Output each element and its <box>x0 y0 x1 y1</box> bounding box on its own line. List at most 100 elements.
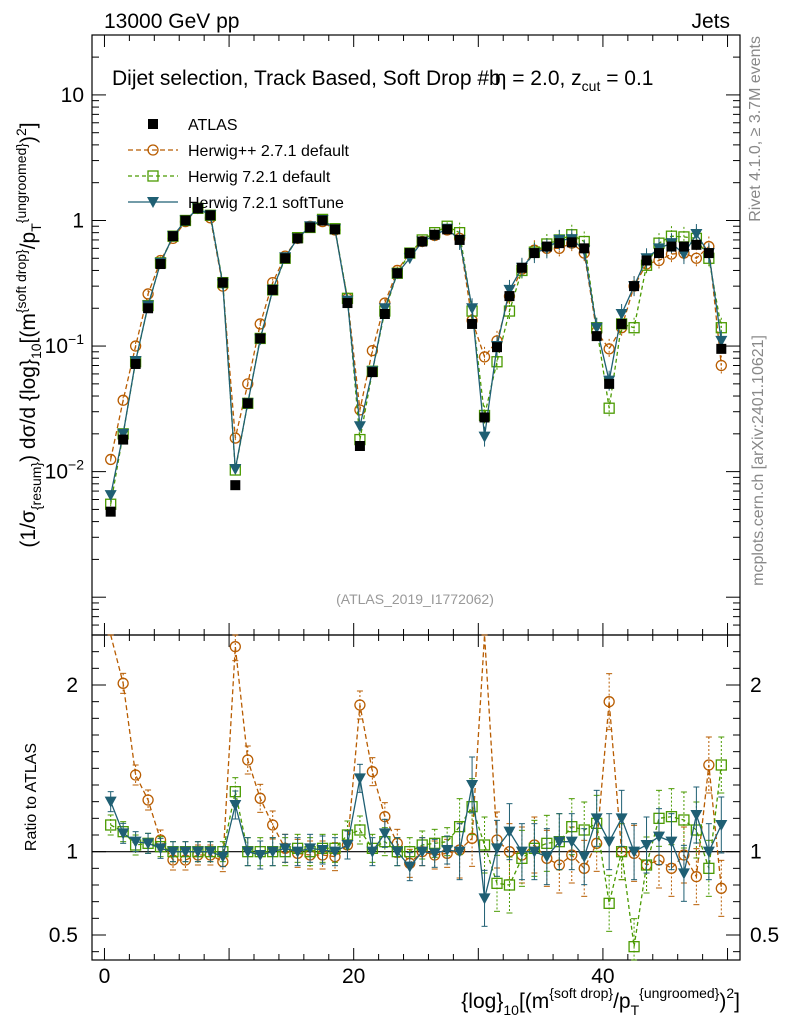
ratio-point <box>715 759 727 771</box>
ratio-point <box>391 846 404 858</box>
ratio-y-axis-label: Ratio to ATLAS <box>23 743 40 851</box>
ratio-point <box>640 840 653 851</box>
ratio-point <box>129 769 142 781</box>
ratio-herwig-2-7-1-default <box>107 634 727 917</box>
ratio-point <box>142 838 155 850</box>
data-point <box>603 402 615 414</box>
data-point <box>628 322 640 334</box>
ratio-point <box>703 759 715 771</box>
x-tick-label: 40 <box>591 965 614 988</box>
data-point <box>379 309 390 320</box>
x-tick-label: 0 <box>99 965 111 988</box>
ratio-point <box>179 846 192 858</box>
ratio-y-tick-label: 2 <box>66 674 78 697</box>
data-point <box>554 238 565 249</box>
x-tick-label: 20 <box>342 965 365 988</box>
data-point <box>168 231 178 242</box>
data-point <box>353 421 366 433</box>
data-point <box>690 229 703 241</box>
data-point <box>478 351 491 363</box>
ratio-point <box>503 879 516 891</box>
ratio-point <box>503 826 516 838</box>
plot-title-main: Dijet selection, Track Based, Soft Drop … <box>112 67 501 90</box>
ratio-point <box>590 813 603 825</box>
data-point <box>117 428 130 440</box>
legend: ATLAS Herwig++ 2.7.1 default Herwig 7.2.1 … <box>128 117 350 212</box>
main-series-group <box>104 202 728 517</box>
data-point <box>503 284 516 296</box>
series-herwig-7-2-1-softtune <box>104 203 728 502</box>
ratio-point <box>241 846 254 858</box>
data-point <box>378 303 391 315</box>
legend-marker <box>147 144 159 156</box>
ratio-point <box>254 850 267 861</box>
data-point <box>292 233 303 244</box>
ratio-point <box>216 851 229 863</box>
data-point <box>267 284 278 295</box>
data-point <box>229 463 242 475</box>
data-point <box>615 309 628 321</box>
ratio-point <box>279 843 292 855</box>
ratio-y-tick-label-right: 2 <box>750 674 762 697</box>
data-point <box>467 318 478 329</box>
mcplots-label: mcplots.cern.ch [arXiv:2401.10621] <box>750 335 767 586</box>
data-point <box>715 335 728 347</box>
ratio-y-tick-label-right: 0.5 <box>750 924 779 947</box>
ratio-y-tick-label-right: 1 <box>750 841 762 864</box>
ratio-point <box>690 810 703 821</box>
legend-entry-herwig-7-2-1-softtune: Herwig 7.2.1 softTune <box>128 195 344 212</box>
data-point <box>442 224 453 235</box>
data-point <box>690 252 703 264</box>
main-y-axis-label-text: (1/σ{resum}) dσ/d {log}10[(m{soft drop}/… <box>13 122 44 547</box>
data-point <box>716 343 727 354</box>
data-point <box>330 224 340 235</box>
x-axis-label: {log}10[(m{soft drop}/pT{ungroomed})2] <box>461 985 740 1018</box>
rivet-label: Rivet 4.1.0, ≥ 3.7M events <box>747 36 764 222</box>
main-y-axis-label: (1/σ{resum}) dσ/d {log}10[(m{soft drop}/… <box>13 122 44 547</box>
ratio-point <box>565 836 578 848</box>
main-y-tick-label: 1 <box>72 209 84 232</box>
data-point <box>117 394 129 406</box>
plot-title: Dijet selection, Track Based, Soft Drop … <box>112 67 654 94</box>
ratio-point <box>291 846 304 858</box>
ratio-point <box>478 839 491 851</box>
data-point <box>654 248 664 259</box>
ratio-point <box>316 845 329 856</box>
ratio-point <box>540 851 553 863</box>
ratio-point <box>129 836 142 848</box>
plot-title-eta: η = 2.0, z <box>495 67 582 90</box>
ratio-point <box>204 846 217 858</box>
ratio-point <box>491 877 503 889</box>
data-point <box>280 253 291 264</box>
data-point <box>143 303 154 314</box>
ratio-point <box>366 846 379 858</box>
data-point <box>492 342 502 353</box>
data-point <box>404 248 415 259</box>
data-point <box>317 215 328 226</box>
data-point <box>104 490 117 502</box>
data-point <box>629 281 640 292</box>
analysis-watermark: (ATLAS_2019_I1772062) <box>336 591 494 607</box>
ratio-point <box>242 754 254 766</box>
data-point <box>130 358 141 369</box>
ratio-point <box>329 846 341 858</box>
ratio-point <box>416 846 429 858</box>
header-collision-label: 13000 GeV pp <box>104 10 239 33</box>
ratio-point <box>353 773 366 785</box>
data-point <box>155 259 166 270</box>
ratio-point <box>304 843 317 855</box>
ratio-point <box>603 836 616 848</box>
legend-marker <box>147 170 159 182</box>
data-point <box>591 331 602 342</box>
ratio-y-tick-label: 0.5 <box>49 924 78 947</box>
series-line-herwig-7-2-1-default <box>110 207 722 505</box>
data-point <box>641 255 652 266</box>
ratio-point <box>267 819 279 831</box>
data-point <box>479 412 490 423</box>
data-point <box>603 343 615 355</box>
data-point <box>205 210 216 221</box>
data-point <box>590 322 603 334</box>
ratio-point <box>229 641 241 653</box>
data-point <box>691 239 702 250</box>
